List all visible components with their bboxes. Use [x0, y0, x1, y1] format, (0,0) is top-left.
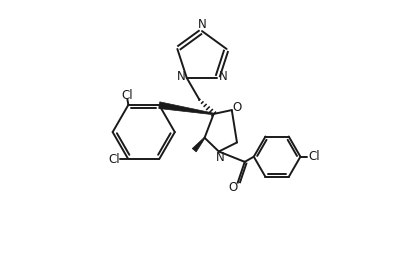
Polygon shape — [192, 138, 205, 152]
Text: N: N — [198, 18, 206, 31]
Text: Cl: Cl — [308, 150, 320, 163]
Text: Cl: Cl — [121, 89, 133, 102]
Text: Cl: Cl — [108, 153, 120, 166]
Text: O: O — [228, 181, 237, 194]
Text: O: O — [233, 101, 242, 114]
Polygon shape — [159, 102, 214, 115]
Text: N: N — [216, 152, 225, 164]
Text: N: N — [219, 70, 227, 83]
Text: N: N — [177, 70, 185, 83]
